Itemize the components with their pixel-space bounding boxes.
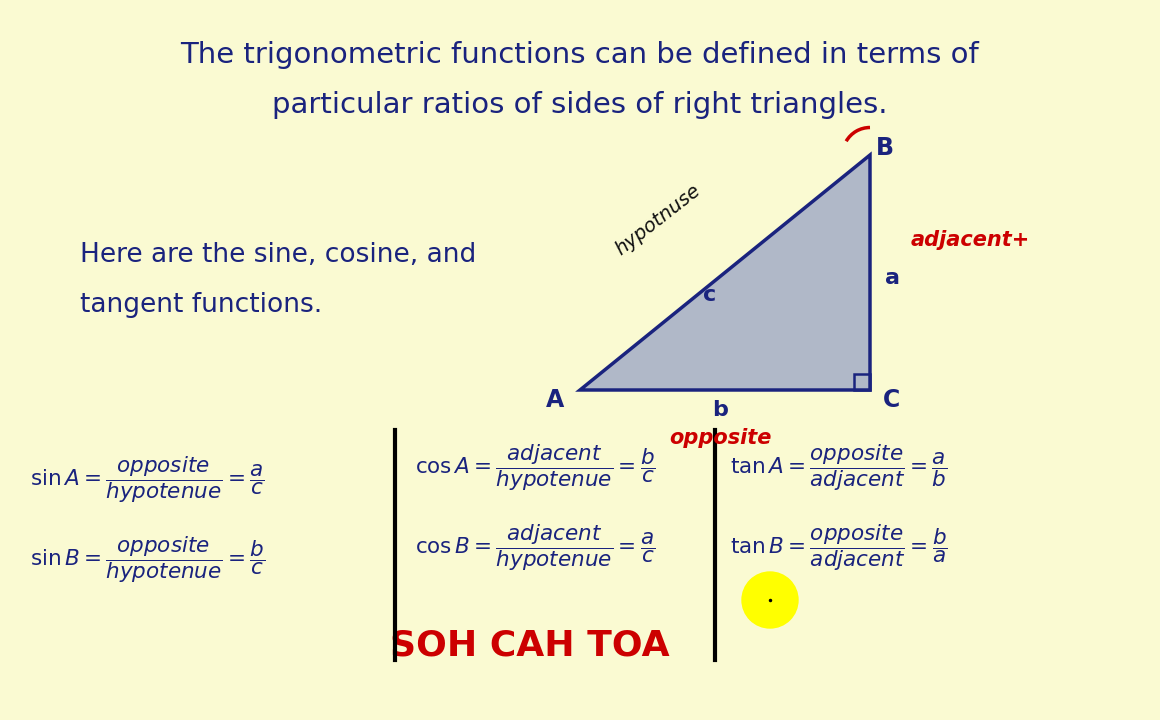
Text: $\cos A = \dfrac{\mathit{adjacent}}{\mathit{hypotenue}} = \dfrac{b}{c}$: $\cos A = \dfrac{\mathit{adjacent}}{\mat… [415,443,655,493]
Text: $\cos B = \dfrac{\mathit{adjacent}}{\mathit{hypotenue}} = \dfrac{a}{c}$: $\cos B = \dfrac{\mathit{adjacent}}{\mat… [415,523,655,573]
Text: The trigonometric functions can be defined in terms of: The trigonometric functions can be defin… [181,41,979,69]
Text: $\tan A = \dfrac{\mathit{opposite}}{\mathit{adjacent}} = \dfrac{a}{b}$: $\tan A = \dfrac{\mathit{opposite}}{\mat… [730,443,948,493]
Text: opposite: opposite [669,428,771,448]
Text: $\sin A = \dfrac{\mathit{opposite}}{\mathit{hypotenue}} = \dfrac{a}{c}$: $\sin A = \dfrac{\mathit{opposite}}{\mat… [30,454,264,505]
Polygon shape [580,155,870,390]
Text: a: a [884,268,899,288]
Text: tangent functions.: tangent functions. [80,292,322,318]
Text: $\sin B = \dfrac{\mathit{opposite}}{\mathit{hypotenue}} = \dfrac{b}{c}$: $\sin B = \dfrac{\mathit{opposite}}{\mat… [30,535,266,585]
Text: hypotnuse: hypotnuse [611,181,704,259]
Text: c: c [703,285,717,305]
Text: SOH CAH TOA: SOH CAH TOA [390,628,669,662]
Text: C: C [884,388,900,412]
Text: adjacent+: adjacent+ [911,230,1030,250]
Text: Here are the sine, cosine, and: Here are the sine, cosine, and [80,242,477,268]
Text: A: A [546,388,564,412]
Text: B: B [876,136,894,160]
Text: $\tan B = \dfrac{\mathit{opposite}}{\mathit{adjacent}} = \dfrac{b}{a}$: $\tan B = \dfrac{\mathit{opposite}}{\mat… [730,523,948,573]
Text: particular ratios of sides of right triangles.: particular ratios of sides of right tria… [273,91,887,119]
Circle shape [742,572,798,628]
Text: b: b [712,400,728,420]
